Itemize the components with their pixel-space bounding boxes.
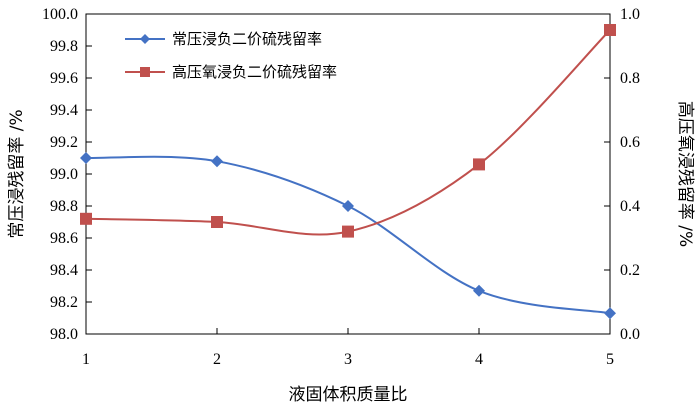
data-point-square [211, 216, 223, 228]
x-tick-label: 1 [82, 351, 90, 368]
right-tick-label: 0.8 [620, 70, 640, 87]
left-y-axis: 98.0 98.2 98.4 98.6 98.8 99.0 99.2 99.4 99.6 99.8… [42, 6, 92, 343]
legend-label-high-pressure: 高压氧浸负二价硫残留率 [172, 63, 337, 81]
left-axis-title: 常压浸残留率 /% [7, 109, 27, 238]
data-point-square [342, 225, 354, 238]
right-tick-label: 0.2 [620, 262, 640, 279]
left-tick-label: 98.8 [50, 198, 78, 215]
left-tick-label: 98.4 [50, 262, 78, 279]
data-point-diamond [211, 155, 223, 168]
right-y-axis: 0.0 0.2 0.4 0.6 0.8 1.0 [604, 6, 640, 343]
x-tick-label: 3 [344, 351, 352, 368]
left-tick-label: 99.0 [50, 166, 78, 183]
data-point-square [80, 212, 92, 225]
legend-marker-diamond [140, 34, 150, 44]
plot-frame [85, 13, 611, 335]
x-tick-label: 2 [213, 351, 221, 368]
right-tick-label: 0.0 [620, 326, 640, 343]
right-tick-label: 0.4 [620, 198, 640, 215]
legend: 常压浸负二价硫残留率 高压氧浸负二价硫残留率 [125, 30, 337, 81]
data-point-square [473, 158, 485, 171]
data-point-diamond [473, 284, 485, 297]
x-tick-label: 5 [606, 351, 614, 368]
legend-label-atmospheric: 常压浸负二价硫残留率 [172, 30, 322, 48]
left-tick-label: 99.6 [50, 70, 78, 87]
right-tick-label: 1.0 [620, 6, 640, 23]
right-axis-title: 高压氧浸残留率 /% [675, 101, 695, 247]
left-tick-label: 100.0 [42, 6, 78, 23]
data-point-diamond [342, 200, 354, 212]
left-tick-label: 98.0 [50, 326, 78, 343]
left-tick-label: 98.2 [50, 294, 78, 311]
data-point-diamond [80, 152, 92, 164]
x-axis-title: 液固体积质量比 [289, 385, 408, 405]
x-tick-label: 4 [475, 351, 483, 368]
data-point-diamond [604, 307, 616, 320]
x-axis: 1 2 3 4 5 [82, 328, 614, 368]
legend-marker-square [140, 67, 150, 77]
left-tick-label: 99.4 [50, 102, 78, 119]
data-point-square [604, 24, 616, 36]
right-tick-label: 0.6 [620, 134, 640, 151]
left-tick-label: 98.6 [50, 230, 78, 247]
left-tick-label: 99.2 [50, 134, 78, 151]
series-markers [80, 24, 616, 320]
left-tick-label: 99.8 [50, 38, 78, 55]
